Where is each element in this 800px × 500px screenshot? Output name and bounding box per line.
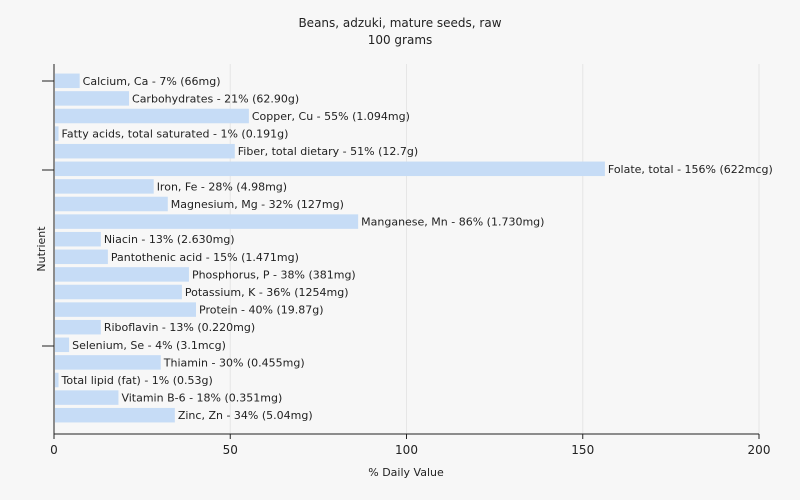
x-tick-label: 0	[50, 443, 58, 457]
bar	[55, 372, 59, 388]
x-axis-title: % Daily Value	[368, 466, 444, 479]
bar-label: Zinc, Zn - 34% (5.04mg)	[178, 409, 313, 422]
bar	[55, 214, 359, 229]
x-tick-label: 100	[395, 443, 418, 457]
bar-label: Phosphorus, P - 38% (381mg)	[192, 268, 356, 281]
bar	[55, 91, 130, 106]
bar	[55, 249, 108, 265]
bar-label: Riboflavin - 13% (0.220mg)	[104, 321, 255, 334]
bar-label: Pantothenic acid - 15% (1.471mg)	[111, 251, 299, 264]
bar-label: Manganese, Mn - 86% (1.730mg)	[361, 216, 544, 229]
bar-label: Thiamin - 30% (0.455mg)	[163, 356, 305, 369]
bar	[55, 73, 80, 89]
bar	[55, 108, 249, 124]
bar-label: Vitamin B-6 - 18% (0.351mg)	[121, 392, 282, 405]
bar	[55, 161, 605, 177]
bar	[55, 284, 182, 300]
bar-label: Folate, total - 156% (622mcg)	[608, 163, 773, 176]
bar-label: Total lipid (fat) - 1% (0.53g)	[61, 374, 213, 387]
bar	[55, 126, 59, 141]
bar-label: Calcium, Ca - 7% (66mg)	[83, 75, 221, 88]
bar	[55, 355, 161, 370]
x-tick-label: 200	[748, 443, 771, 457]
bar-label: Selenium, Se - 4% (3.1mcg)	[72, 339, 226, 352]
bar	[55, 231, 101, 247]
bar	[55, 390, 119, 405]
bar-label: Copper, Cu - 55% (1.094mg)	[252, 110, 410, 123]
bar	[55, 337, 70, 353]
chart-subtitle: 100 grams	[368, 33, 433, 47]
bar-label: Fiber, total dietary - 51% (12.7g)	[238, 145, 418, 158]
x-tick-label: 50	[223, 443, 238, 457]
bar-label: Potassium, K - 36% (1254mg)	[185, 286, 349, 299]
bar	[55, 302, 196, 317]
bar	[55, 267, 189, 282]
bar-label: Niacin - 13% (2.630mg)	[104, 233, 235, 246]
bar-label: Fatty acids, total saturated - 1% (0.191…	[62, 128, 289, 141]
bar	[55, 319, 101, 335]
bar-label: Carbohydrates - 21% (62.90g)	[132, 92, 299, 105]
bar	[55, 407, 175, 423]
bar	[55, 179, 154, 194]
x-tick-label: 150	[571, 443, 594, 457]
bar-label: Magnesium, Mg - 32% (127mg)	[171, 198, 344, 211]
y-axis-title: Nutrient	[35, 226, 48, 272]
bar-label: Iron, Fe - 28% (4.98mg)	[157, 180, 287, 193]
bar	[55, 143, 235, 159]
chart-title: Beans, adzuki, mature seeds, raw	[298, 16, 501, 30]
bar-label: Protein - 40% (19.87g)	[199, 304, 324, 317]
bar	[55, 196, 168, 212]
